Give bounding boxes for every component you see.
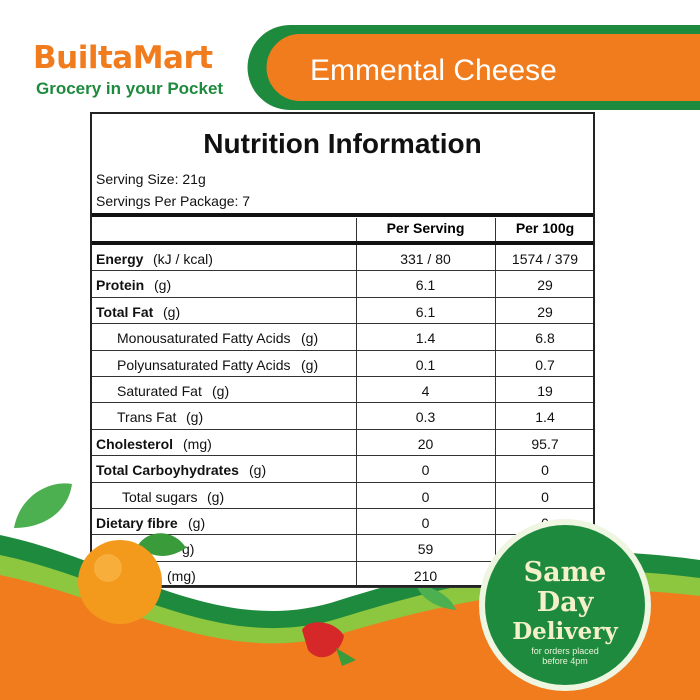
nutrient-name: Saturated Fat	[117, 383, 202, 399]
per-serving-value: 0	[421, 515, 430, 531]
per-100g-value: 1574 / 379	[511, 251, 579, 267]
nutrient-unit: (mg)	[167, 567, 196, 584]
per-100g-value: 1.4	[535, 409, 555, 426]
per-serving-value: 0	[421, 462, 430, 479]
badge-text: Day	[536, 587, 594, 618]
nutrition-row: Protein (g) 6.1 29	[92, 271, 593, 298]
per-100g-value: 29	[537, 303, 553, 320]
nutrient-name: Cholesterol	[96, 435, 174, 452]
brand-name: BuiltaMart	[33, 40, 213, 76]
per-serving-value: 59	[417, 541, 434, 558]
nutrition-row: Trans Fat (g) 0.3 1.4	[92, 403, 593, 430]
nutrient-unit: (g)	[154, 277, 172, 294]
nutrient-name: Energy	[96, 251, 144, 267]
divider	[92, 213, 593, 217]
per-100g-value: 19	[537, 383, 553, 399]
per-serving-value: 0	[421, 488, 430, 505]
nutrition-row: Energy (kJ / kcal) 331 / 80 1574 / 379	[92, 245, 593, 272]
nutrition-row: Dietary fibre(g)00	[92, 509, 593, 536]
nutrition-row: (mg) 210	[92, 562, 593, 589]
product-name: Emmental Cheese	[310, 54, 557, 87]
per-serving-value: 331 / 80	[400, 251, 451, 267]
nutrient-name: Dietary fibre	[96, 515, 178, 531]
nutrient-unit: (g)	[249, 462, 267, 479]
nutrition-row: Polyunsaturated Fatty Acids (g) 0.1 0.7	[92, 351, 593, 377]
nutrient-unit: (g)	[212, 383, 230, 399]
nutrition-title: Nutrition Information	[203, 128, 482, 159]
nutrition-row: Total Fat (g) 6.1 29	[92, 298, 593, 325]
per-100g-value: 95.7	[531, 435, 559, 452]
per-serving-value: 0.1	[415, 356, 436, 373]
nutrient-name: Total Fat	[96, 303, 154, 320]
column-header: Per 100g	[515, 220, 575, 236]
column-header: Per Serving	[386, 220, 465, 236]
divider	[92, 241, 593, 245]
nutrient-name: Polyunsaturated Fatty Acids	[117, 356, 291, 373]
nutrient-unit: g)	[182, 541, 195, 558]
per-serving-value: 0.3	[415, 409, 436, 426]
servings-per-package: Servings Per Package: 7	[96, 193, 251, 209]
nutrient-unit: (g)	[301, 356, 319, 373]
nutrition-row: Saturated Fat (g) 4 19	[92, 377, 593, 404]
per-100g-value: 6.8	[535, 330, 555, 347]
badge-note: for orders placed	[531, 646, 599, 656]
serving-size: Serving Size: 21g	[96, 171, 206, 187]
nutrient-unit: (mg)	[183, 435, 212, 452]
per-100g-value: 0	[541, 488, 549, 505]
per-serving-value: 20	[417, 435, 434, 452]
nutrient-unit: (g)	[301, 330, 319, 347]
nutrition-row: Total Carboyhydrates (g) 0 0	[92, 456, 593, 483]
column-line	[495, 218, 496, 585]
nutrition-panel: Nutrition Information Serving Size: 21g …	[90, 112, 595, 589]
per-100g-value: 0	[541, 462, 549, 479]
nutrient-unit: (g)	[207, 488, 225, 505]
nutrition-row: Monousaturated Fatty Acids (g) 1.4 6.8	[92, 324, 593, 351]
per-serving-value: 6.1	[415, 277, 436, 294]
delivery-badge: Same Day Delivery for orders placed before 4…	[485, 557, 645, 667]
badge-note: before 4pm	[542, 656, 588, 666]
nutrition-row: Total sugars (g) 0 0	[92, 483, 593, 509]
nutrient-name: Total Carboyhydrates	[96, 462, 239, 479]
per-serving-value: 4	[421, 383, 430, 399]
badge-text: Same	[523, 557, 607, 588]
nutrient-name: Protein	[96, 277, 145, 294]
per-serving-value: 210	[413, 567, 438, 584]
nutrient-name: Trans Fat	[117, 409, 177, 426]
per-serving-value: 1.4	[415, 330, 436, 347]
nutrition-row: g) 59	[92, 535, 593, 562]
nutrient-name: Total sugars	[122, 488, 198, 505]
badge-text: Delivery	[512, 618, 618, 645]
column-line	[356, 218, 357, 585]
nutrient-unit: (kJ / kcal)	[153, 251, 213, 267]
nutrient-unit: (g)	[163, 303, 181, 320]
per-serving-value: 6.1	[415, 303, 436, 320]
nutrient-unit: (g)	[186, 409, 204, 426]
nutrient-name: Monousaturated Fatty Acids	[117, 330, 291, 347]
per-100g-value: 29	[537, 277, 553, 294]
tagline: Grocery in your Pocket	[36, 79, 224, 98]
nutrition-row: Cholesterol (mg) 20 95.7	[92, 430, 593, 457]
per-100g-value: 0.7	[535, 356, 555, 373]
nutrient-unit: (g)	[188, 515, 206, 531]
